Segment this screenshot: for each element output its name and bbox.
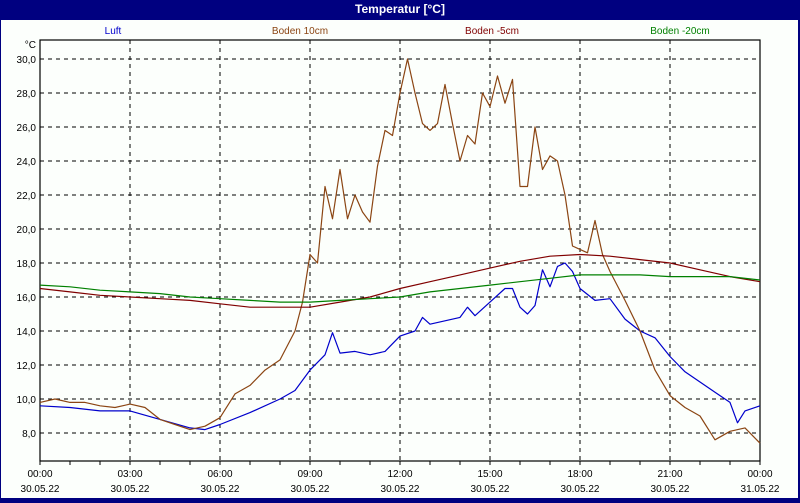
x-tick-date: 30.05.22 <box>651 484 690 495</box>
y-tick-label: 28,0 <box>17 89 37 100</box>
x-tick-time: 00:00 <box>747 469 772 480</box>
chart-axes: 30,0 28,0 26,0 24,0 22,0 20,0 18,0 16,0 14,0 12,0… <box>17 39 780 495</box>
legend-item-luft: Luft <box>105 26 122 37</box>
legend-item-boden-20cm: Boden -20cm <box>650 26 709 37</box>
x-tick-time: 15:00 <box>477 469 502 480</box>
y-tick-label: 20,0 <box>17 225 37 236</box>
chart-series <box>39 58 761 444</box>
legend-item-boden-5cm: Boden -5cm <box>465 26 519 37</box>
y-axis-unit: °C <box>25 40 36 51</box>
x-tick-date: 30.05.22 <box>381 484 420 495</box>
series-line-boden-10cm <box>39 58 761 444</box>
series-line-boden-20cm <box>39 274 761 303</box>
line-chart: Luft Boden 10cm Boden -5cm Boden -20cm 30,0… <box>17 26 780 495</box>
series-line-boden-5cm <box>39 253 761 308</box>
y-tick-label: 16,0 <box>17 293 37 304</box>
y-tick-label: 10,0 <box>17 395 37 406</box>
chart-legend: Luft Boden 10cm Boden -5cm Boden -20cm <box>105 26 710 37</box>
y-tick-label: 26,0 <box>17 123 37 134</box>
legend-item-boden-10cm: Boden 10cm <box>272 26 328 37</box>
x-tick-date: 30.05.22 <box>201 484 240 495</box>
x-tick-time: 09:00 <box>297 469 322 480</box>
chart-canvas: Luft Boden 10cm Boden -5cm Boden -20cm 30,0… <box>1 20 798 498</box>
x-tick-time: 18:00 <box>567 469 592 480</box>
chart-grid <box>40 40 760 461</box>
y-tick-label: 12,0 <box>17 361 37 372</box>
y-tick-label: 24,0 <box>17 157 37 168</box>
x-tick-date: 30.05.22 <box>291 484 330 495</box>
y-tick-label: 22,0 <box>17 191 37 202</box>
y-tick-label: 8,0 <box>22 429 36 440</box>
x-tick-date: 30.05.22 <box>21 484 60 495</box>
chart-title: Temperatur [°C] <box>355 2 445 16</box>
x-tick-time: 00:00 <box>27 469 52 480</box>
x-tick-time: 03:00 <box>117 469 142 480</box>
x-tick-time: 12:00 <box>387 469 412 480</box>
x-tick-time: 21:00 <box>657 469 682 480</box>
y-tick-label: 18,0 <box>17 259 37 270</box>
x-tick-time: 06:00 <box>207 469 232 480</box>
y-tick-label: 14,0 <box>17 327 37 338</box>
x-tick-date: 30.05.22 <box>561 484 600 495</box>
series-line-luft <box>39 262 761 431</box>
y-tick-label: 30,0 <box>17 55 37 66</box>
x-tick-date: 30.05.22 <box>471 484 510 495</box>
x-tick-date: 30.05.22 <box>111 484 150 495</box>
x-tick-date: 31.05.22 <box>741 484 780 495</box>
plot-frame <box>39 39 761 462</box>
